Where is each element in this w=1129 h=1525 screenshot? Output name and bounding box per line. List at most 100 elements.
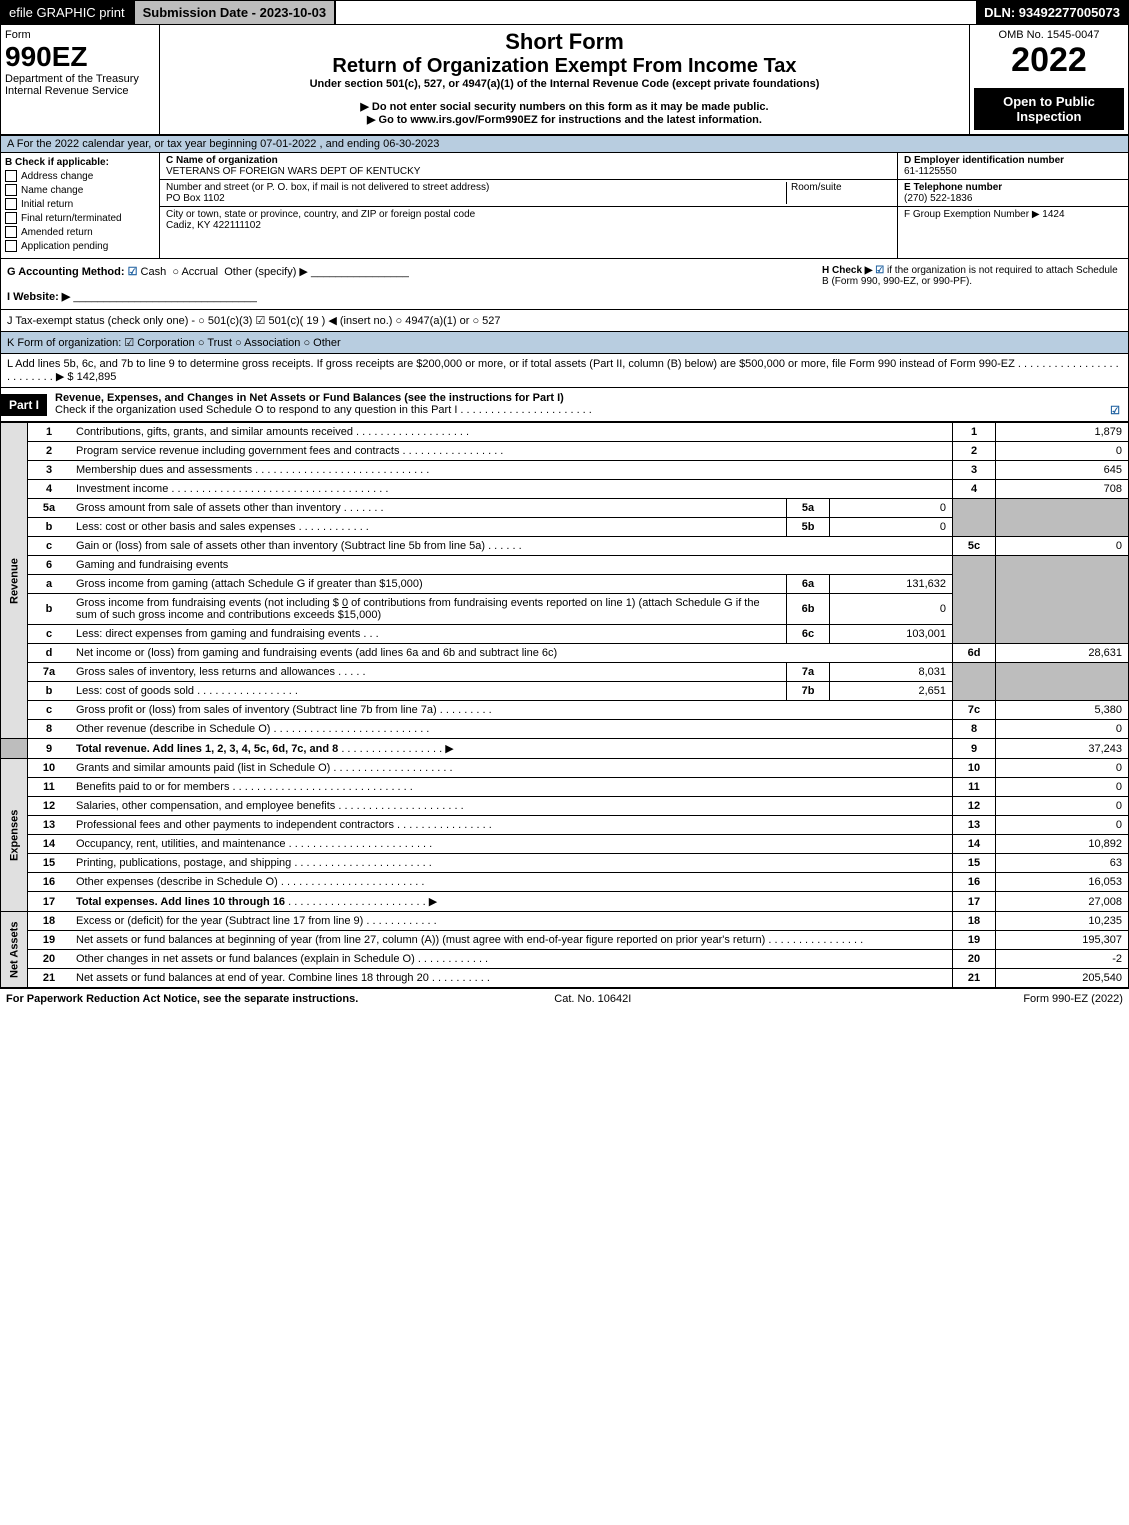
sub-no: 5a <box>787 499 830 518</box>
sub-val: 0 <box>830 594 953 625</box>
line-val: 645 <box>996 461 1129 480</box>
title-return: Return of Organization Exempt From Incom… <box>164 55 965 78</box>
section-k: K Form of organization: ☑ Corporation ○ … <box>0 332 1129 354</box>
footer-center: Cat. No. 10642I <box>554 993 631 1005</box>
line-desc: Net assets or fund balances at end of ye… <box>76 972 429 984</box>
line-desc: Gross sales of inventory, less returns a… <box>76 666 335 678</box>
line-num: 18 <box>953 912 996 931</box>
section-c: C Name of organization VETERANS OF FOREI… <box>160 153 897 258</box>
line-no: 11 <box>28 778 71 797</box>
line-val: 5,380 <box>996 701 1129 720</box>
line-val: 27,008 <box>996 892 1129 912</box>
line-desc: Gross income from gaming (attach Schedul… <box>76 578 423 590</box>
top-bar: efile GRAPHIC print Submission Date - 20… <box>0 0 1129 25</box>
line-no: 17 <box>28 892 71 912</box>
part1-label: Part I <box>1 394 47 416</box>
line-desc: Contributions, gifts, grants, and simila… <box>76 426 353 438</box>
section-l: L Add lines 5b, 6c, and 7b to line 9 to … <box>0 354 1129 388</box>
check-icon: ☑ <box>1110 404 1120 417</box>
checkbox-icon[interactable] <box>5 212 17 224</box>
line-no: 3 <box>28 461 71 480</box>
efile-label: efile GRAPHIC print <box>1 1 133 24</box>
line-desc: Excess or (deficit) for the year (Subtra… <box>76 915 363 927</box>
sub-no: 6c <box>787 625 830 644</box>
sidetab-revenue: Revenue <box>1 423 28 739</box>
chk-pending: Application pending <box>21 241 108 252</box>
line-desc: Grants and similar amounts paid (list in… <box>76 762 330 774</box>
sub-val: 0 <box>830 499 953 518</box>
line-desc: Net income or (loss) from gaming and fun… <box>76 647 557 659</box>
sub-no: 7a <box>787 663 830 682</box>
notice-ssn: ▶ Do not enter social security numbers o… <box>164 100 965 113</box>
line-no: 5a <box>28 499 71 518</box>
line-num: 13 <box>953 816 996 835</box>
city-value: Cadiz, KY 422111102 <box>166 220 261 231</box>
line-no: 7a <box>28 663 71 682</box>
line-desc: Gross income from fundraising events (no… <box>76 597 342 609</box>
sidetab-expenses: Expenses <box>1 759 28 912</box>
line-val: 0 <box>996 778 1129 797</box>
tel-value: (270) 522-1836 <box>904 193 972 204</box>
line-num: 11 <box>953 778 996 797</box>
l-text: L Add lines 5b, 6c, and 7b to line 9 to … <box>7 358 1015 370</box>
line-val: 1,879 <box>996 423 1129 442</box>
room-label: Room/suite <box>791 182 842 193</box>
line-no: b <box>28 518 71 537</box>
grey-cell <box>953 663 996 701</box>
line-desc: Gross amount from sale of assets other t… <box>76 502 341 514</box>
line-desc: Net assets or fund balances at beginning… <box>76 934 765 946</box>
checkbox-icon[interactable] <box>5 170 17 182</box>
line-no: d <box>28 644 71 663</box>
group-label: F Group Exemption Number ▶ 1424 <box>904 209 1065 220</box>
line-desc: Occupancy, rent, utilities, and maintena… <box>76 838 286 850</box>
line-no: a <box>28 575 71 594</box>
sub-no: 5b <box>787 518 830 537</box>
line-val: 37,243 <box>996 739 1129 759</box>
line-num: 6d <box>953 644 996 663</box>
g-label: G Accounting Method: <box>7 266 125 278</box>
name-label: C Name of organization <box>166 155 278 166</box>
l-amount: ▶ $ 142,895 <box>56 371 116 383</box>
line-val: 0 <box>996 759 1129 778</box>
tel-label: E Telephone number <box>904 182 1002 193</box>
line-num: 19 <box>953 931 996 950</box>
tax-year: 2022 <box>974 41 1124 80</box>
subtitle: Under section 501(c), 527, or 4947(a)(1)… <box>164 78 965 90</box>
inspection-badge: Open to Public Inspection <box>974 88 1124 130</box>
line-val: 10,892 <box>996 835 1129 854</box>
line-num: 1 <box>953 423 996 442</box>
checkbox-icon[interactable] <box>5 240 17 252</box>
footer: For Paperwork Reduction Act Notice, see … <box>0 988 1129 1009</box>
section-b: B Check if applicable: Address change Na… <box>1 153 160 258</box>
chk-name: Name change <box>21 185 83 196</box>
i-label: I Website: ▶ <box>7 291 70 303</box>
cash-label: Cash <box>141 266 167 278</box>
line-val: 708 <box>996 480 1129 499</box>
line-desc: Gross profit or (loss) from sales of inv… <box>76 704 437 716</box>
checkbox-icon[interactable] <box>5 184 17 196</box>
line-desc: Investment income <box>76 483 168 495</box>
dept-label: Department of the Treasury <box>5 73 155 85</box>
line-no: b <box>28 594 71 625</box>
line-no: 16 <box>28 873 71 892</box>
checkbox-icon[interactable] <box>5 198 17 210</box>
checkbox-icon[interactable] <box>5 226 17 238</box>
line-no: c <box>28 625 71 644</box>
chk-amended: Amended return <box>21 227 93 238</box>
irs-label: Internal Revenue Service <box>5 85 155 97</box>
line-no: 1 <box>28 423 71 442</box>
footer-right: Form 990-EZ (2022) <box>1023 993 1123 1005</box>
line-no: 14 <box>28 835 71 854</box>
street-label: Number and street (or P. O. box, if mail… <box>166 182 489 193</box>
header-right: OMB No. 1545-0047 2022 Open to Public In… <box>969 25 1128 134</box>
line-num: 16 <box>953 873 996 892</box>
ein-value: 61-1125550 <box>904 166 957 177</box>
sub-no: 6a <box>787 575 830 594</box>
line-no: c <box>28 537 71 556</box>
grey-cell <box>1 739 28 759</box>
part1-checknote: Check if the organization used Schedule … <box>55 404 457 416</box>
lines-table: Revenue 1 Contributions, gifts, grants, … <box>0 422 1129 988</box>
check-icon: ☑ <box>875 265 884 276</box>
section-b-label: B Check if applicable: <box>5 157 155 168</box>
line-no: 8 <box>28 720 71 739</box>
